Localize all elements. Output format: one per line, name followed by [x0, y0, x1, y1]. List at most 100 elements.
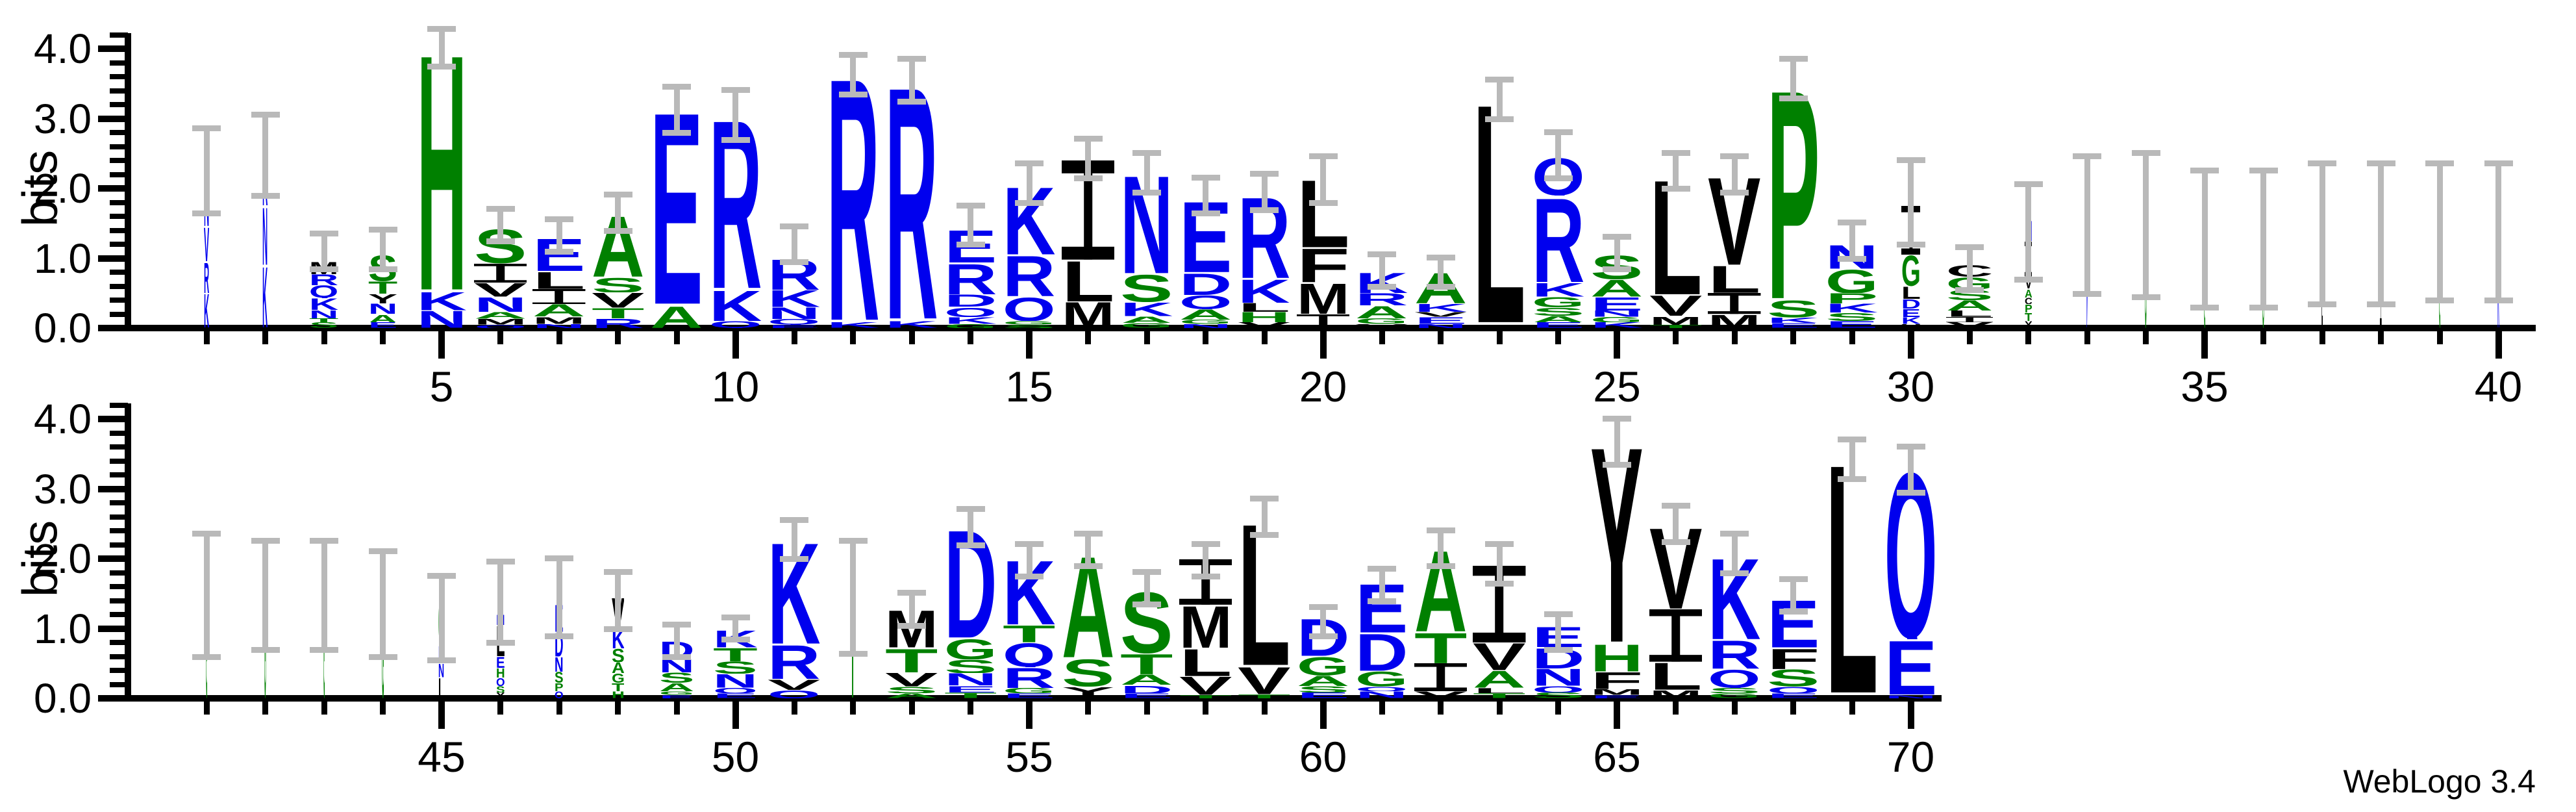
logo-letter-54-S: S — [944, 659, 997, 674]
x-tick-62 — [1438, 702, 1444, 715]
x-tick-label-30: 30 — [1886, 362, 1935, 411]
logo-letter-11-E: E — [768, 325, 820, 328]
y-tick-row2 — [98, 416, 128, 422]
svg-text:L: L — [1238, 303, 1290, 312]
svg-text:V: V — [204, 227, 209, 262]
y-tick-row1 — [98, 255, 128, 262]
svg-text:A: A — [1532, 316, 1584, 323]
svg-text:Y: Y — [496, 692, 505, 698]
logo-letter-68-S: S — [1767, 669, 1819, 687]
logo-letter-65-F: F — [1590, 672, 1643, 689]
svg-text:H: H — [1590, 644, 1643, 672]
y-tick-row1 — [98, 115, 128, 122]
svg-text:K: K — [1238, 279, 1290, 303]
svg-text:S: S — [1825, 312, 1878, 321]
svg-text:V: V — [474, 283, 527, 297]
weblogo-credit: WebLogo 3.4 — [2343, 763, 2536, 800]
svg-text:R: R — [204, 262, 209, 293]
error-bar-15 — [1015, 160, 1044, 206]
logo-letter-19-H: H — [1238, 312, 1290, 322]
svg-text:E: E — [768, 325, 820, 328]
error-bar-63 — [1485, 541, 1514, 587]
y-tick-row1 — [98, 185, 128, 192]
logo-letter-56-S: S — [1062, 659, 1114, 687]
svg-text:K: K — [885, 321, 938, 328]
logo-letter-30-D: D — [1901, 299, 1921, 309]
svg-text:R: R — [1003, 255, 1055, 297]
logo-letter-59-T: T — [1238, 694, 1290, 698]
svg-text:S: S — [592, 277, 644, 293]
logo-letter-64-S: S — [1532, 692, 1584, 698]
logo-letter-48-A: A — [612, 662, 625, 673]
x-tick-35 — [2201, 331, 2208, 359]
svg-text:T: T — [1120, 653, 1173, 674]
svg-text:D: D — [1355, 633, 1408, 671]
y-tick-row2 — [110, 653, 128, 659]
error-bar-48 — [603, 569, 632, 632]
logo-letter-53-A: A — [885, 693, 938, 698]
svg-text:H: H — [417, 47, 467, 292]
logo-letter-8-R: R — [592, 318, 644, 328]
svg-text:Q: Q — [713, 688, 758, 694]
error-bar-7 — [545, 216, 573, 255]
svg-text:E: E — [1414, 317, 1467, 324]
logo-letter-62-I — [1414, 663, 1468, 692]
svg-text:R: R — [309, 274, 338, 285]
x-tick-59 — [1261, 702, 1268, 715]
y-tick-row2 — [110, 528, 128, 533]
svg-text:K: K — [827, 322, 879, 328]
x-tick-18 — [1203, 331, 1208, 344]
logo-letter-30-G: G — [1901, 255, 1921, 286]
error-bar-9 — [662, 83, 691, 136]
logo-letter-22-N: N — [1414, 324, 1467, 328]
error-bar-62 — [1426, 527, 1455, 570]
logo-letter-29-S: S — [1825, 312, 1878, 321]
logo-letter-5-H: H — [417, 47, 467, 292]
y-tick-row1 — [110, 298, 128, 303]
error-bar-24 — [1544, 129, 1573, 182]
logo-letter-20-M: M — [1297, 283, 1349, 314]
y-tick-row2 — [110, 444, 128, 450]
logo-letter-65-E: E — [1590, 695, 1643, 698]
svg-text:T: T — [309, 318, 338, 322]
svg-text:K: K — [944, 317, 997, 324]
svg-text:K: K — [204, 293, 209, 328]
error-bar-46 — [486, 559, 515, 646]
x-tick-47 — [556, 702, 562, 715]
logo-letter-48-T: T — [612, 683, 625, 691]
error-bar-41 — [192, 531, 221, 660]
error-bar-67 — [1720, 531, 1749, 576]
logo-letter-17-A: A — [1120, 316, 1173, 324]
svg-text:E: E — [1532, 322, 1584, 328]
error-bar-43 — [310, 537, 338, 653]
svg-text:E: E — [1297, 692, 1349, 698]
svg-text:R: R — [1532, 196, 1584, 283]
svg-text:A: A — [650, 306, 703, 328]
y-tick-row2 — [110, 402, 128, 408]
error-bar-49 — [662, 621, 691, 660]
svg-text:L: L — [1238, 520, 1290, 666]
svg-text:N: N — [555, 657, 564, 672]
svg-text:G: G — [612, 673, 625, 683]
error-bar-47 — [545, 555, 573, 639]
logo-letter-50-S: S — [713, 661, 758, 674]
error-bar-8 — [603, 192, 632, 234]
x-tick-34 — [2143, 331, 2149, 344]
x-tick-64 — [1555, 702, 1561, 715]
logo-letter-12-R: R — [827, 71, 879, 322]
y-tick-label-row2: 0.0 — [34, 675, 92, 722]
error-bar-2 — [251, 111, 280, 199]
logo-letter-3-T: T — [309, 318, 338, 322]
y-tick-row1 — [110, 311, 128, 317]
y-tick-row2 — [110, 514, 128, 520]
svg-text:A: A — [1179, 309, 1232, 320]
error-bar-65 — [1603, 415, 1631, 468]
logo-letter-13-K: K — [885, 321, 938, 328]
y-tick-row2 — [98, 555, 128, 562]
svg-text:L: L — [532, 272, 585, 289]
y-tick-row1 — [110, 227, 128, 233]
svg-text:N: N — [532, 324, 585, 328]
logo-letter-25-K: K — [1590, 322, 1643, 328]
logo-letter-19-L: L — [1238, 303, 1290, 312]
svg-text:A: A — [474, 312, 527, 319]
